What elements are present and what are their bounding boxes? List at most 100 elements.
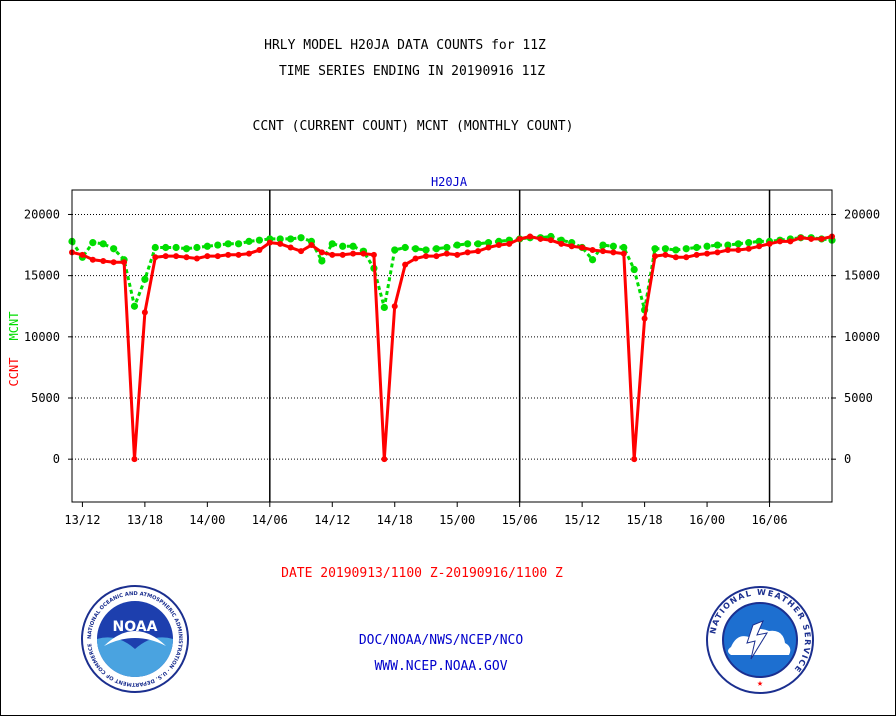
data-point-ccnt xyxy=(620,250,627,257)
data-point-ccnt xyxy=(506,240,513,247)
data-point-ccnt xyxy=(745,245,752,252)
data-point-mcnt xyxy=(193,243,201,252)
data-point-mcnt xyxy=(745,239,753,247)
data-point-ccnt xyxy=(599,248,606,255)
ytick-label-right: 10000 xyxy=(844,330,880,344)
data-point-ccnt xyxy=(245,250,252,257)
data-point-ccnt xyxy=(412,255,419,262)
data-point-mcnt xyxy=(99,240,107,248)
data-point-ccnt xyxy=(152,254,159,261)
data-point-mcnt xyxy=(182,245,191,253)
data-point-ccnt xyxy=(787,238,794,245)
data-point-ccnt xyxy=(391,303,398,310)
plot-label: H20JA xyxy=(431,175,468,189)
data-point-mcnt xyxy=(328,240,336,248)
data-point-ccnt xyxy=(308,242,315,249)
data-point-ccnt xyxy=(433,253,440,260)
data-point-ccnt xyxy=(329,251,336,258)
data-point-ccnt xyxy=(235,251,242,258)
data-point-mcnt xyxy=(620,243,628,252)
data-point-mcnt xyxy=(130,302,139,310)
data-point-ccnt xyxy=(162,253,169,260)
website-link[interactable]: WWW.NCEP.NOAA.GOV xyxy=(374,659,508,674)
data-point-ccnt xyxy=(204,253,211,260)
data-point-mcnt xyxy=(432,245,440,253)
data-point-ccnt xyxy=(277,240,284,247)
data-point-ccnt xyxy=(339,251,346,258)
data-point-mcnt xyxy=(422,246,430,254)
data-point-ccnt xyxy=(454,251,461,258)
data-point-mcnt xyxy=(391,246,399,254)
data-point-ccnt xyxy=(652,253,659,260)
data-point-ccnt xyxy=(214,253,221,260)
xtick-label: 14/00 xyxy=(189,513,225,527)
nws-logo-icon: ★ NATIONAL WEATHER SERVICE xyxy=(706,586,814,694)
noaa-logo-icon: NOAA NATIONAL OCEANIC AND ATMOSPHERIC AD… xyxy=(81,585,189,693)
data-point-mcnt xyxy=(474,240,482,248)
data-point-mcnt xyxy=(703,242,711,250)
data-point-ccnt xyxy=(568,243,575,250)
data-point-ccnt xyxy=(693,251,700,258)
data-point-ccnt xyxy=(318,249,325,256)
data-point-ccnt xyxy=(141,309,148,316)
data-point-ccnt xyxy=(193,255,200,262)
data-point-ccnt xyxy=(475,248,482,255)
xtick-label: 16/06 xyxy=(751,513,787,527)
series-ccnt xyxy=(69,233,835,463)
data-point-mcnt xyxy=(318,257,326,265)
data-point-ccnt xyxy=(298,248,305,255)
data-point-mcnt xyxy=(380,303,388,312)
ytick-label-left: 15000 xyxy=(24,269,60,283)
data-point-ccnt xyxy=(381,456,388,463)
data-point-mcnt xyxy=(693,243,701,252)
data-point-ccnt xyxy=(402,261,409,268)
ytick-label-right: 0 xyxy=(844,452,851,466)
ytick-label-left: 10000 xyxy=(24,330,60,344)
data-point-ccnt xyxy=(756,243,763,250)
data-point-ccnt xyxy=(641,315,648,322)
data-point-ccnt xyxy=(110,259,117,266)
data-point-ccnt xyxy=(631,456,638,463)
data-point-mcnt xyxy=(588,256,597,264)
xtick-label: 13/18 xyxy=(127,513,163,527)
data-point-ccnt xyxy=(589,246,596,253)
data-point-ccnt xyxy=(79,251,86,258)
xtick-label: 15/18 xyxy=(627,513,663,527)
ytick-label-left: 5000 xyxy=(31,391,60,405)
data-point-ccnt xyxy=(173,253,180,260)
data-point-ccnt xyxy=(537,235,544,242)
data-point-ccnt xyxy=(266,239,273,246)
series-mcnt xyxy=(68,232,836,314)
chart-title-line1: HRLY MODEL H20JA DATA COUNTS for 11Z xyxy=(264,38,546,53)
ytick-label-right: 5000 xyxy=(844,391,873,405)
xtick-label: 15/00 xyxy=(439,513,475,527)
data-point-mcnt xyxy=(224,240,232,248)
data-point-mcnt xyxy=(401,243,409,252)
data-point-ccnt xyxy=(818,235,825,242)
series-line-ccnt xyxy=(71,235,833,461)
data-point-ccnt xyxy=(808,235,815,242)
data-point-ccnt xyxy=(527,233,534,240)
data-point-ccnt xyxy=(287,244,294,251)
data-point-ccnt xyxy=(776,238,783,245)
data-point-ccnt xyxy=(360,250,367,257)
data-point-mcnt xyxy=(151,243,159,252)
data-point-ccnt xyxy=(558,240,565,247)
data-point-ccnt xyxy=(714,249,721,256)
data-point-mcnt xyxy=(411,245,420,253)
svg-text:★: ★ xyxy=(757,678,763,689)
data-point-ccnt xyxy=(672,254,679,261)
data-point-mcnt xyxy=(734,240,742,248)
data-point-ccnt xyxy=(131,456,138,463)
data-point-mcnt xyxy=(453,241,461,249)
axes-layer: 0 0 5000 5000 10000 10000 15000 15000 20000 20000… xyxy=(24,189,880,527)
xtick-label: 13/12 xyxy=(64,513,100,527)
data-point-mcnt xyxy=(755,237,763,245)
data-point-mcnt xyxy=(682,245,690,253)
chart-title-line2: TIME SERIES ENDING IN 20190916 11Z xyxy=(278,64,546,79)
data-point-mcnt xyxy=(464,240,472,248)
data-point-mcnt xyxy=(713,241,722,249)
data-point-ccnt xyxy=(121,259,128,266)
data-point-ccnt xyxy=(370,251,377,258)
